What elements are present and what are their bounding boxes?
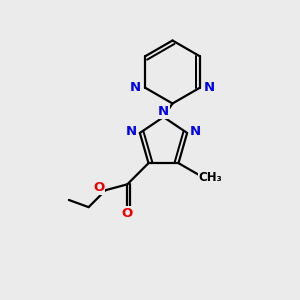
Text: O: O (93, 181, 105, 194)
Text: N: N (204, 81, 215, 94)
Text: N: N (130, 81, 141, 94)
Text: N: N (158, 105, 169, 118)
Text: N: N (190, 125, 201, 138)
Text: CH₃: CH₃ (198, 171, 222, 184)
Text: N: N (126, 125, 137, 138)
Text: O: O (122, 207, 133, 220)
